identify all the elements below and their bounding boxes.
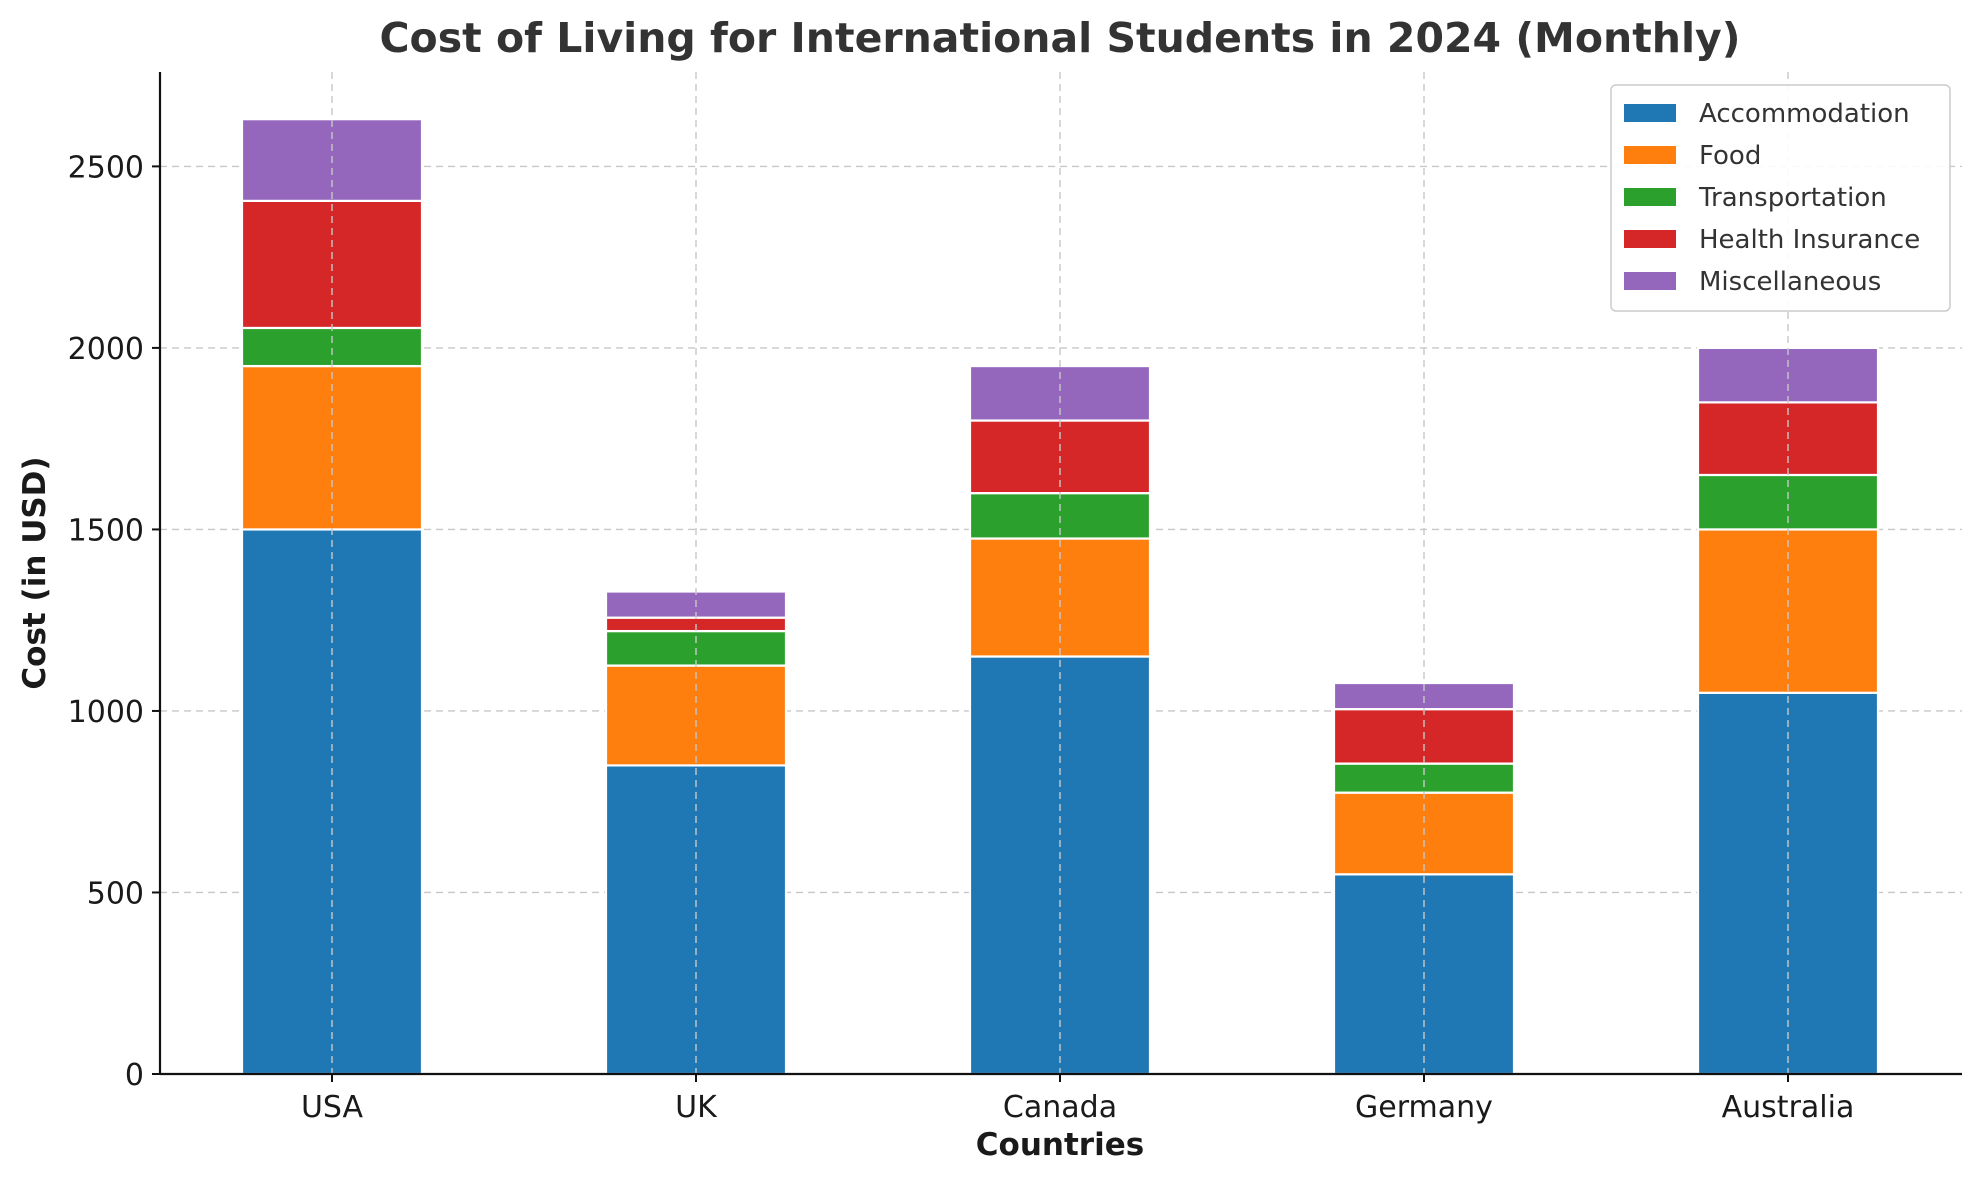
x-tick-label-canada: Canada	[1003, 1090, 1117, 1125]
legend-label-miscellaneous: Miscellaneous	[1699, 267, 1881, 297]
legend-label-accommodation: Accommodation	[1699, 99, 1910, 129]
legend-swatch-health-insurance	[1624, 230, 1676, 248]
y-tick-label: 2500	[68, 150, 144, 185]
chart-title: Cost of Living for International Student…	[379, 14, 1740, 62]
legend: Accommodation Food Transportation Health In…	[1610, 84, 1951, 312]
bar-segment-usa-accommodation	[240, 528, 424, 1076]
y-tick-label: 2000	[68, 332, 144, 367]
bar-segment-uk-accommodation	[604, 764, 788, 1076]
legend-box	[1610, 84, 1951, 312]
x-tick-label-usa: USA	[301, 1090, 364, 1125]
x-axis-title: Countries	[976, 1127, 1144, 1163]
y-axis-title: Cost (in USD)	[17, 456, 53, 689]
y-tick-label: 0	[125, 1058, 144, 1093]
legend-label-health-insurance: Health Insurance	[1699, 225, 1920, 255]
bar-segment-germany-transportation	[1332, 762, 1516, 794]
y-tick-label: 1500	[68, 513, 144, 548]
legend-label-food: Food	[1699, 141, 1761, 171]
legend-swatch-transportation	[1624, 188, 1676, 206]
y-tick-label: 1000	[68, 695, 144, 730]
legend-swatch-accommodation	[1624, 104, 1676, 122]
legend-swatch-miscellaneous	[1624, 272, 1676, 290]
legend-label-transportation: Transportation	[1698, 183, 1887, 213]
x-tick-label-uk: UK	[675, 1090, 718, 1125]
legend-swatch-food	[1624, 146, 1676, 164]
y-tick-label: 500	[87, 876, 144, 911]
axes-layer: 0 500 1000 1500 2000 2500 USA UK Canada Germany Au…	[68, 72, 1962, 1125]
x-tick-label-germany: Germany	[1355, 1090, 1493, 1125]
x-tick-label-australia: Australia	[1722, 1090, 1855, 1125]
